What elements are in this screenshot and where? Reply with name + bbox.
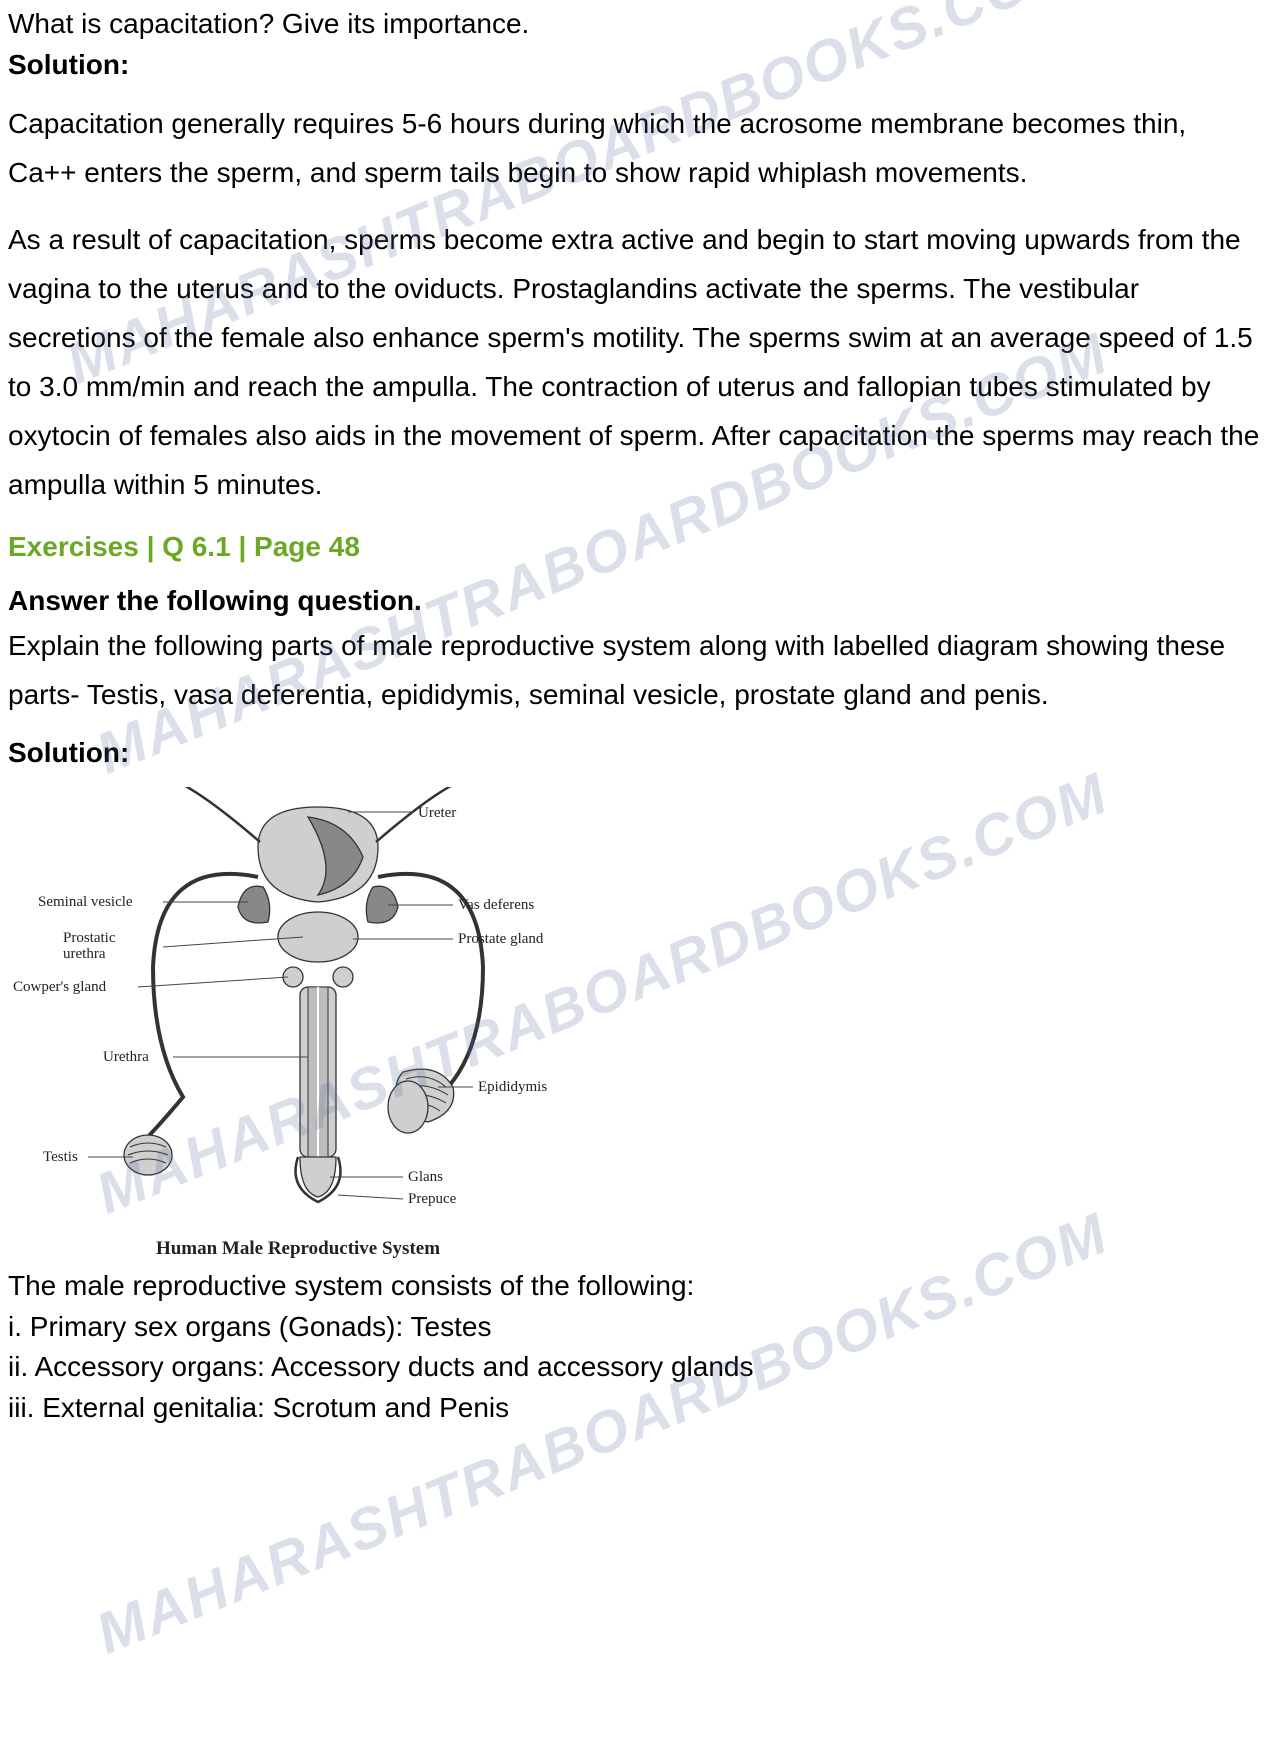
label-prepuce: Prepuce xyxy=(408,1191,457,1207)
list-item: ii. Accessory organs: Accessory ducts an… xyxy=(8,1347,1260,1388)
question-text: What is capacitation? Give its importanc… xyxy=(8,4,1260,43)
label-vas-deferens: Vas deferens xyxy=(458,897,534,913)
male-reproductive-diagram: Ureter Seminal vesicle Vas deferens Pros… xyxy=(8,787,648,1227)
label-testis: Testis xyxy=(43,1149,78,1165)
label-seminal-vesicle: Seminal vesicle xyxy=(38,894,133,910)
diagram-container: Ureter Seminal vesicle Vas deferens Pros… xyxy=(8,787,1260,1260)
label-urethra: Urethra xyxy=(103,1049,149,1065)
label-cowpers-gland: Cowper's gland xyxy=(13,979,107,995)
label-prostatic-urethra: Prostatic urethra xyxy=(63,930,119,962)
solution-paragraph: As a result of capacitation, sperms beco… xyxy=(8,215,1260,509)
exercise-heading: Exercises | Q 6.1 | Page 48 xyxy=(8,531,1260,563)
list-item: iii. External genitalia: Scrotum and Pen… xyxy=(8,1388,1260,1429)
list-item: i. Primary sex organs (Gonads): Testes xyxy=(8,1307,1260,1348)
label-ureter: Ureter xyxy=(418,805,456,821)
label-epididymis: Epididymis xyxy=(478,1079,547,1095)
solution-label: Solution: xyxy=(8,49,1260,81)
label-glans: Glans xyxy=(408,1169,443,1185)
diagram-caption: Human Male Reproductive System xyxy=(8,1238,588,1260)
solution-paragraph: Capacitation generally requires 5-6 hour… xyxy=(8,99,1260,197)
question-text: Explain the following parts of male repr… xyxy=(8,621,1260,719)
label-prostate-gland: Prostate gland xyxy=(458,931,544,947)
list-intro: The male reproductive system consists of… xyxy=(8,1266,1260,1307)
answer-label: Answer the following question. xyxy=(8,585,1260,617)
solution-label: Solution: xyxy=(8,737,1260,769)
